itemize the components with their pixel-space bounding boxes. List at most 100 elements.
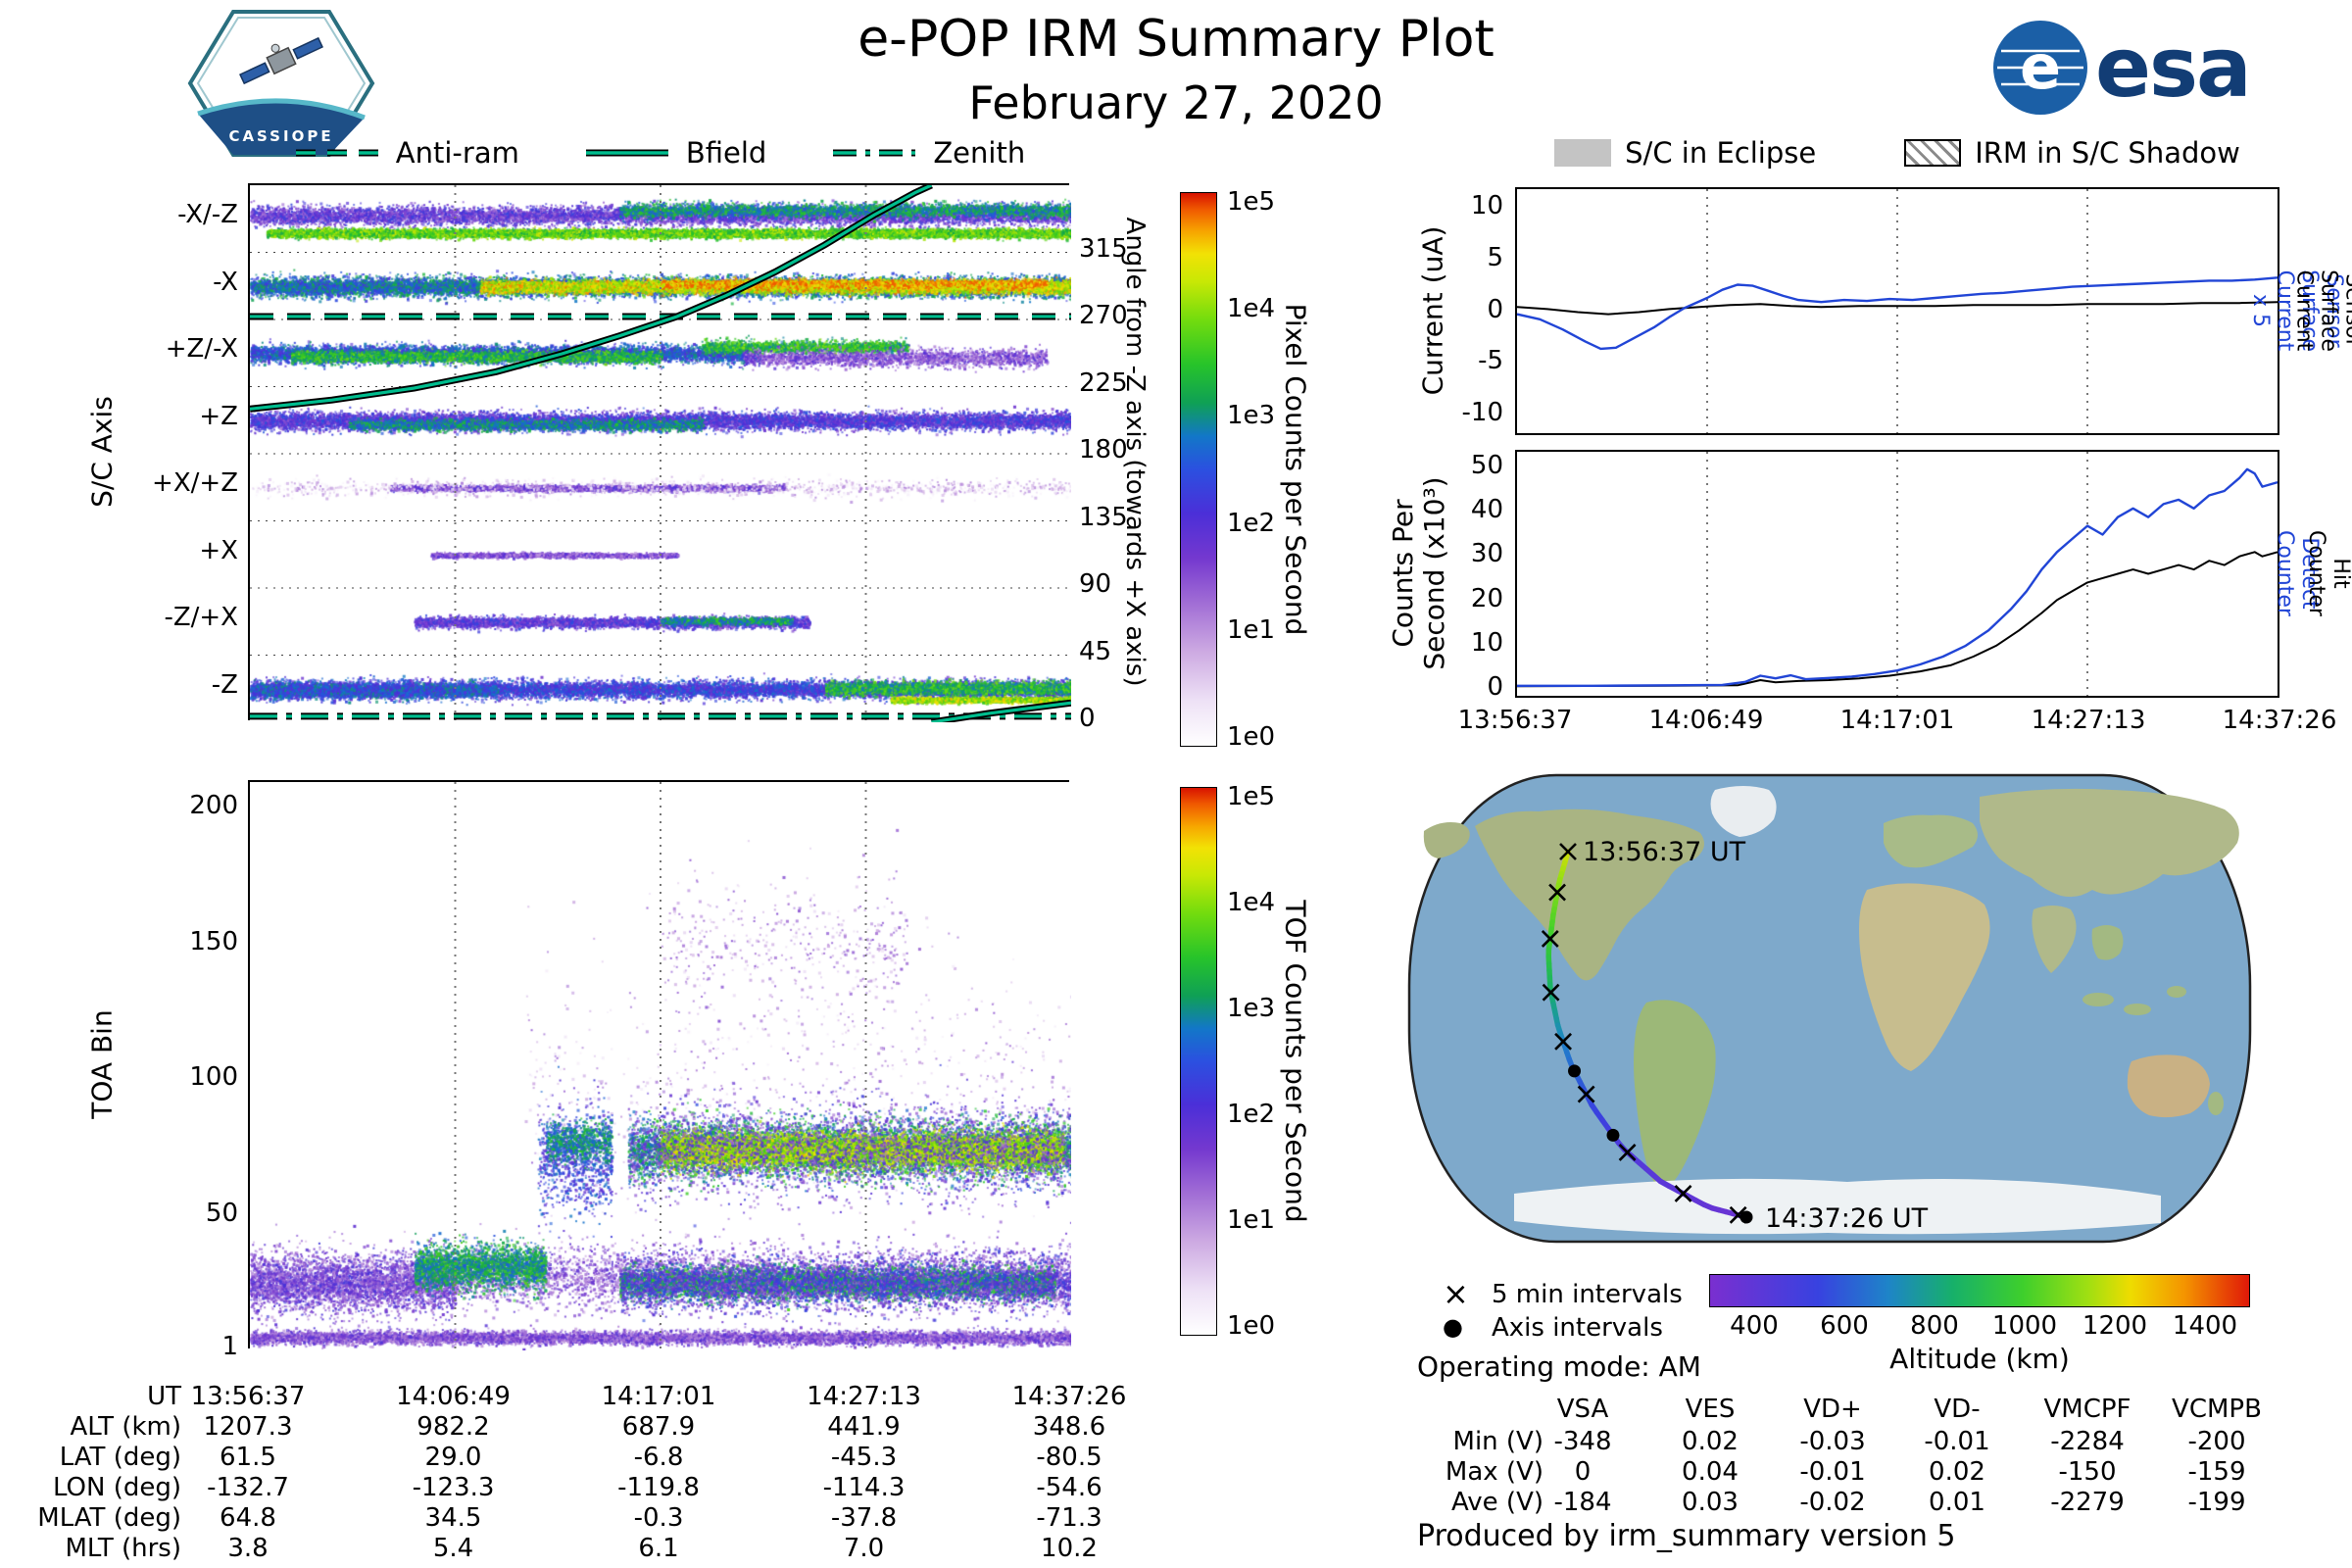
voltage-cell: 0.04 [1682,1459,1739,1486]
current-right-label-black: Sensor Surface Current [2292,270,2352,352]
counts-panel [1515,450,2279,698]
currentSvg-ytick: 0 [1487,297,1503,323]
angle-tick: 315 [1079,236,1128,263]
ephemeris-cell: 687.9 [622,1414,695,1441]
voltage-header: VMCPF [2043,1396,2131,1423]
altitude-colorbar-label: Altitude (km) [1889,1345,2070,1373]
ephemeris-row-label: MLT (hrs) [66,1536,182,1562]
ephemeris-cell: -119.8 [617,1475,700,1501]
legend-item-eclipse: S/C in Eclipse [1554,136,1816,170]
countsSvg-ytick: 10 [1471,630,1503,657]
ephemeris-cell: 1207.3 [204,1414,293,1441]
ephemeris-cell: 6.1 [638,1536,678,1562]
ephemeris-cell: -0.3 [634,1505,684,1532]
voltage-cell: -0.02 [1799,1490,1865,1516]
voltage-cell: -2279 [2050,1490,2125,1516]
ephemeris-cell: 14:27:13 [807,1384,921,1410]
sc-overlay [250,185,1071,722]
voltage-cell: -0.01 [1924,1429,1989,1455]
page-title: e-POP IRM Summary Plot [858,10,1494,69]
ephemeris-cell: -132.7 [207,1475,289,1501]
ephemeris-row-label: MLAT (deg) [37,1505,181,1532]
sc-axis-ytick: +Z [199,404,238,430]
ephemeris-row-label: LON (deg) [53,1475,181,1501]
ephemeris-cell: 441.9 [827,1414,900,1441]
pixel-colorbar-tick: 1e1 [1227,617,1275,644]
operating-mode: Operating mode: AM [1417,1352,1701,1381]
currentSvg-ytick: -10 [1462,400,1503,426]
altitude-tick: 1200 [2082,1313,2147,1340]
voltage-cell: -348 [1553,1429,1611,1455]
sc-axis-ytick: -X [213,270,238,296]
pixel-colorbar-tick: 1e3 [1227,403,1275,429]
toa-ylabel: TOA Bin [86,1009,119,1118]
map-legend-dot-label: Axis intervals [1492,1315,1663,1342]
currentSvg-ytick: 10 [1471,193,1503,220]
toa-ytick: 200 [189,793,238,819]
time-tick: 14:17:01 [1840,708,1955,734]
altitude-tick: 400 [1730,1313,1779,1340]
sc-axis-ytick: -X/-Z [177,202,238,228]
ephemeris-cell: -6.8 [634,1445,684,1471]
track-end-label: 14:37:26 UT [1765,1203,1929,1234]
counts-chart [1517,452,2278,696]
voltage-header: VCMPB [2172,1396,2262,1423]
angle-tick: 90 [1079,571,1111,598]
sc-axis-panel [248,183,1069,720]
legend-label-shadow: IRM in S/C Shadow [1975,136,2240,170]
overlay-legend: Anti-ram Bfield Zenith [248,135,1069,171]
pixel-colorbar-tick: 1e4 [1227,296,1275,322]
current-panel [1515,187,2279,435]
pixel-colorbar-tick: 1e0 [1227,724,1275,751]
voltage-header: VSA [1557,1396,1609,1423]
voltage-row-label: Min (V) [1453,1429,1544,1455]
tof-colorbar [1180,787,1217,1336]
ephemeris-cell: 14:17:01 [602,1384,716,1410]
legend-label-eclipse: S/C in Eclipse [1625,136,1816,170]
altitude-tick: 1000 [1992,1313,2057,1340]
ephemeris-cell: 348.6 [1033,1414,1105,1441]
ephemeris-row-label: ALT (km) [70,1414,181,1441]
ephemeris-cell: 61.5 [220,1445,276,1471]
toa-ytick: 50 [206,1200,238,1227]
angle-tick: 225 [1079,370,1128,397]
voltage-cell: -2284 [2050,1429,2125,1455]
legend-label-antiram: Anti-ram [396,136,519,170]
voltage-cell: -150 [2058,1459,2116,1486]
pixel-colorbar-tick: 1e2 [1227,511,1275,537]
countsSvg-ytick: 20 [1471,586,1503,612]
countsSvg-ytick: 30 [1471,541,1503,567]
voltage-cell: -184 [1553,1490,1611,1516]
track-start-label: 13:56:37 UT [1583,837,1746,867]
time-tick: 14:37:26 [2223,708,2337,734]
altitude-tick: 800 [1910,1313,1959,1340]
ephemeris-cell: -37.8 [831,1505,897,1532]
countsSvg-ytick: 40 [1471,497,1503,523]
svg-text:e: e [2020,31,2061,103]
current-ylabel: Current (uA) [1417,226,1449,396]
sc-axis-ytick: -Z [212,672,238,699]
voltage-header: VES [1686,1396,1736,1423]
ephemeris-cell: -80.5 [1036,1445,1102,1471]
counts-ylabel: Counts Per Second (x10³) [1388,476,1450,669]
antiram-line-sample [292,142,382,164]
ephemeris-row-label: UT [147,1384,181,1410]
tof-colorbar-tick: 1e5 [1227,784,1275,810]
footer-credit: Produced by irm_summary version 5 [1417,1521,1955,1552]
ephemeris-cell: 14:37:26 [1012,1384,1127,1410]
tof-colorbar-tick: 1e2 [1227,1102,1275,1128]
voltage-header: VD- [1934,1396,1980,1423]
sc-axis-ytick: +X [199,538,238,564]
voltage-cell: -0.03 [1799,1429,1865,1455]
toa-panel [248,780,1069,1348]
legend-item-shadow: IRM in S/C Shadow [1904,136,2240,170]
toa-ytick: 100 [189,1064,238,1091]
altitude-tick: 1400 [2173,1313,2237,1340]
angle-tick: 135 [1079,505,1128,531]
map-legend-x-label: 5 min intervals [1492,1282,1683,1308]
pixel-colorbar-label: Pixel Counts per Second [1280,304,1312,636]
tof-colorbar-tick: 1e1 [1227,1207,1275,1234]
countsSvg-ytick: 50 [1471,453,1503,479]
toa-overlay [250,782,1071,1350]
time-tick: 13:56:37 [1458,708,1573,734]
